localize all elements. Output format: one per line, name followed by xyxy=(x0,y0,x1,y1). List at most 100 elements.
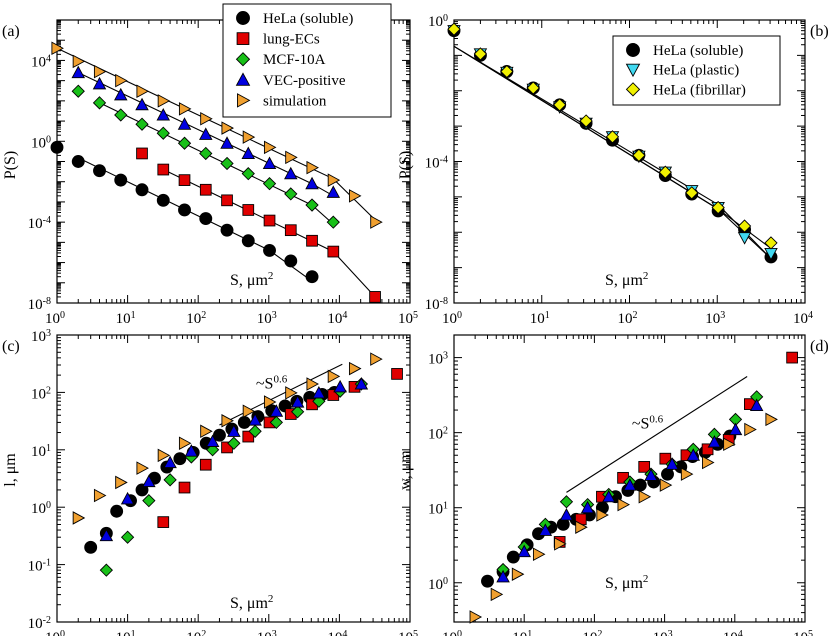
series-fibrillar xyxy=(447,22,778,250)
data-point xyxy=(177,117,192,130)
data-point xyxy=(227,436,241,450)
data-point xyxy=(764,236,778,250)
data-point xyxy=(284,224,297,237)
data-point xyxy=(115,73,128,88)
data-point xyxy=(220,136,234,149)
y-tick-label: 10-8 xyxy=(425,296,448,314)
data-point xyxy=(469,610,483,624)
data-point xyxy=(306,234,318,247)
data-point xyxy=(114,173,128,187)
x-tick-label: 101 xyxy=(116,310,136,328)
data-point xyxy=(333,379,347,393)
data-point xyxy=(93,164,106,178)
data-point xyxy=(575,520,588,534)
data-point xyxy=(241,234,255,248)
data-point xyxy=(348,189,362,203)
data-point xyxy=(242,430,255,443)
data-point xyxy=(701,443,714,456)
x-axis-label: S, μm2 xyxy=(230,270,273,289)
legend-label-lung: lung-ECs xyxy=(263,32,320,48)
data-point xyxy=(617,497,631,512)
y-tick-label: 103 xyxy=(31,328,51,346)
series-sim xyxy=(72,352,383,525)
data-point xyxy=(99,528,114,542)
data-point xyxy=(554,537,567,551)
panel-a: 100 101 102 103 104 105 10-8 10-4 100 104 S, μm2 P(… xyxy=(2,3,418,328)
series-mcf xyxy=(99,377,369,577)
panel-b: 100 101 102 103 104 10-8 10-4 100 S, μm2 P(S) (b) H… xyxy=(397,13,829,328)
data-point xyxy=(227,424,241,437)
data-point xyxy=(538,523,553,536)
series-mcf xyxy=(71,84,340,229)
x-tick-label: 103 xyxy=(653,629,673,636)
data-point xyxy=(120,491,135,505)
legend-marker-sim xyxy=(237,93,251,108)
data-point xyxy=(84,540,98,554)
data-point xyxy=(262,156,277,170)
legend-box xyxy=(222,3,392,118)
data-point xyxy=(163,473,177,487)
data-point xyxy=(199,127,213,140)
data-point xyxy=(737,219,752,233)
data-point xyxy=(623,478,637,491)
data-point xyxy=(220,223,234,237)
legend-label-mcf: MCF-10A xyxy=(263,52,326,68)
data-point xyxy=(500,64,514,79)
data-point xyxy=(241,146,256,160)
y-tick-label: 10-1 xyxy=(28,557,51,575)
data-point xyxy=(391,368,403,380)
data-point xyxy=(157,94,171,108)
data-point xyxy=(526,81,540,95)
y-tick-label: 10-8 xyxy=(28,296,51,314)
data-point xyxy=(659,452,672,465)
data-point xyxy=(632,148,646,162)
series-hela xyxy=(50,140,319,284)
series-vec xyxy=(71,65,341,198)
data-point xyxy=(263,395,277,409)
data-point xyxy=(354,377,369,390)
x-tick-label: 101 xyxy=(116,629,136,636)
x-axis-label: S, μm2 xyxy=(605,573,648,592)
x-tick-label: 103 xyxy=(257,310,277,328)
panel-label: (a) xyxy=(2,23,20,40)
x-tick-label: 100 xyxy=(442,310,462,328)
x-tick-label: 102 xyxy=(186,310,206,328)
data-point xyxy=(284,166,298,180)
data-point xyxy=(71,155,85,168)
legend-marker-hela xyxy=(236,11,250,25)
data-point xyxy=(269,415,284,430)
data-point xyxy=(559,495,574,509)
data-point xyxy=(481,574,494,588)
data-point xyxy=(285,386,298,400)
data-point xyxy=(723,437,736,452)
data-point xyxy=(284,254,298,268)
legend-box xyxy=(612,35,781,106)
y-tick-label: 100 xyxy=(31,134,51,152)
data-point xyxy=(92,96,107,110)
x-tick-label: 100 xyxy=(45,629,65,636)
x-axis-label: S, μm2 xyxy=(605,270,648,289)
data-point xyxy=(306,377,319,391)
data-point xyxy=(157,448,171,463)
x-tick-label: 104 xyxy=(327,629,347,636)
data-point xyxy=(221,121,234,135)
data-point xyxy=(93,64,107,79)
x-tick-label: 101 xyxy=(512,629,532,636)
data-point xyxy=(490,587,504,602)
y-tick-label: 10-4 xyxy=(28,215,51,233)
data-point xyxy=(242,204,255,216)
y-tick-label: 101 xyxy=(428,500,448,518)
plot-frame xyxy=(453,334,806,623)
slope-guide-line xyxy=(566,376,748,493)
data-point xyxy=(99,563,113,577)
legend-marker-lung xyxy=(236,32,250,45)
data-point xyxy=(263,243,276,257)
data-point xyxy=(305,270,319,284)
slope-guide-line xyxy=(219,363,343,426)
data-point xyxy=(199,212,213,226)
data-point xyxy=(136,84,149,98)
x-tick-label: 103 xyxy=(257,629,277,636)
data-point xyxy=(284,187,298,201)
data-point xyxy=(473,47,488,61)
data-point xyxy=(305,198,319,212)
